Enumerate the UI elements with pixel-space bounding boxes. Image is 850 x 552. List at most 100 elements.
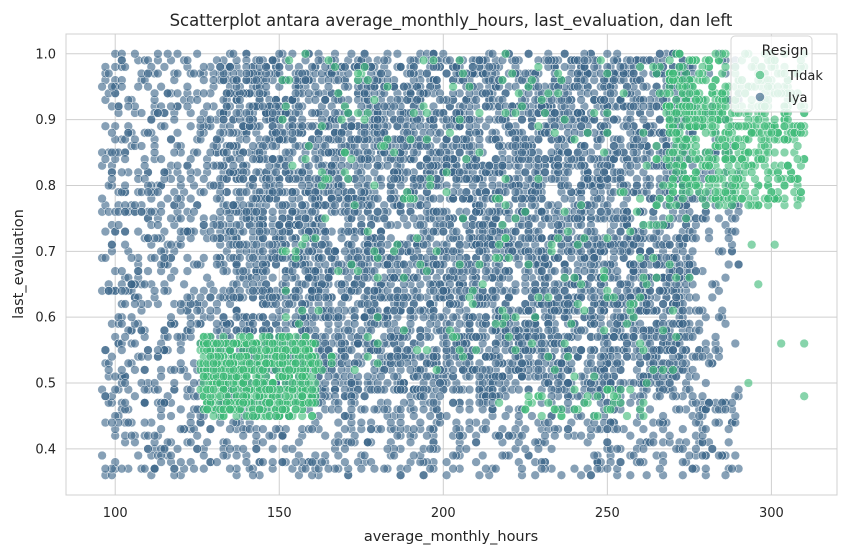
- data-point-iya: [560, 286, 570, 296]
- data-point-iya: [464, 384, 475, 395]
- data-point-iya: [468, 62, 478, 72]
- data-point-iya: [546, 174, 557, 184]
- data-point-iya: [402, 345, 412, 355]
- data-point-iya: [514, 259, 524, 270]
- data-point-iya: [609, 75, 619, 85]
- data-point-iya: [655, 114, 665, 125]
- data-point-iya: [353, 338, 363, 349]
- data-point-iya: [478, 220, 488, 230]
- data-point-iya: [494, 141, 504, 151]
- data-point-iya: [563, 378, 573, 388]
- data-point-iya: [392, 49, 403, 59]
- data-point-iya: [474, 134, 485, 145]
- data-point-iya: [455, 319, 465, 329]
- data-point-iya: [461, 134, 471, 145]
- data-point-iya: [323, 371, 334, 382]
- data-point-iya: [579, 75, 590, 85]
- data-point-iya: [484, 207, 494, 217]
- data-point-iya: [241, 68, 252, 79]
- data-point-iya: [389, 174, 399, 184]
- data-point-iya: [543, 200, 553, 210]
- data-point-iya: [517, 338, 527, 349]
- data-point-iya: [304, 88, 314, 98]
- data-point-iya: [451, 134, 462, 145]
- data-point-iya: [428, 114, 439, 125]
- data-point-iya: [297, 167, 307, 177]
- data-point-iya: [540, 253, 550, 263]
- data-point-iya: [241, 134, 252, 145]
- data-point-iya: [589, 319, 599, 329]
- data-point-iya: [333, 75, 343, 85]
- data-point-iya: [468, 266, 478, 276]
- data-point-iya: [222, 101, 232, 112]
- data-point-iya: [622, 338, 632, 349]
- data-point-iya: [678, 305, 688, 316]
- data-point-iya: [448, 312, 458, 322]
- data-point-iya: [517, 114, 527, 125]
- data-point-iya: [615, 279, 626, 289]
- data-point-iya: [671, 292, 681, 303]
- data-point-iya: [323, 273, 334, 283]
- data-point-iya: [510, 325, 521, 336]
- data-point-iya: [363, 299, 373, 309]
- data-point-iya: [228, 161, 238, 171]
- data-point-iya: [222, 88, 232, 98]
- data-point-iya: [553, 378, 563, 388]
- data-point-iya: [307, 121, 317, 131]
- data-point-iya: [514, 384, 524, 395]
- data-point-iya: [287, 187, 298, 197]
- data-point-iya: [297, 121, 307, 131]
- data-point-iya: [481, 253, 491, 263]
- data-point-iya: [231, 108, 242, 118]
- data-point-iya: [484, 161, 494, 171]
- data-point-iya: [573, 68, 583, 79]
- data-point-iya: [294, 101, 304, 112]
- data-point-iya: [330, 200, 340, 210]
- data-point-iya: [405, 246, 416, 256]
- data-point-iya: [379, 213, 389, 224]
- data-point-iya: [422, 68, 432, 79]
- data-point-iya: [268, 312, 278, 322]
- data-point-iya: [359, 312, 370, 322]
- data-point-iya: [366, 200, 376, 210]
- data-point-iya: [599, 95, 609, 105]
- data-point-iya: [274, 220, 284, 230]
- data-point-iya: [605, 88, 616, 98]
- data-point-iya: [346, 378, 357, 388]
- data-point-iya: [497, 161, 508, 171]
- data-point-iya: [615, 226, 626, 237]
- data-point-iya: [579, 55, 590, 65]
- data-point-iya: [543, 273, 553, 283]
- data-point-iya: [261, 266, 271, 276]
- data-point-iya: [291, 292, 301, 303]
- data-point-iya: [350, 319, 360, 329]
- data-point-iya: [248, 154, 258, 164]
- data-point-iya: [343, 325, 353, 336]
- data-point-iya: [248, 141, 258, 151]
- data-point-iya: [615, 134, 626, 145]
- data-point-iya: [550, 108, 560, 118]
- data-point-iya: [517, 193, 527, 204]
- data-point-iya: [592, 332, 603, 342]
- data-point-iya: [379, 55, 389, 65]
- data-point-iya: [428, 352, 439, 362]
- data-point-iya: [576, 180, 586, 191]
- data-point-iya: [566, 246, 576, 256]
- data-point-iya: [484, 62, 494, 72]
- data-point-iya: [379, 101, 389, 112]
- data-point-iya: [284, 299, 294, 309]
- data-point-iya: [576, 325, 586, 336]
- data-point-iya: [445, 55, 455, 65]
- data-point-iya: [586, 358, 596, 368]
- data-point-iya: [415, 292, 425, 303]
- data-point-iya: [648, 233, 658, 243]
- data-point-iya: [258, 312, 268, 322]
- data-point-iya: [231, 259, 242, 270]
- data-point-iya: [520, 167, 530, 177]
- data-point-iya: [274, 62, 284, 72]
- data-point-iya: [235, 95, 245, 105]
- data-point-iya: [533, 246, 544, 256]
- data-point-iya: [432, 75, 442, 85]
- data-point-iya: [615, 312, 626, 322]
- data-point-iya: [369, 286, 380, 296]
